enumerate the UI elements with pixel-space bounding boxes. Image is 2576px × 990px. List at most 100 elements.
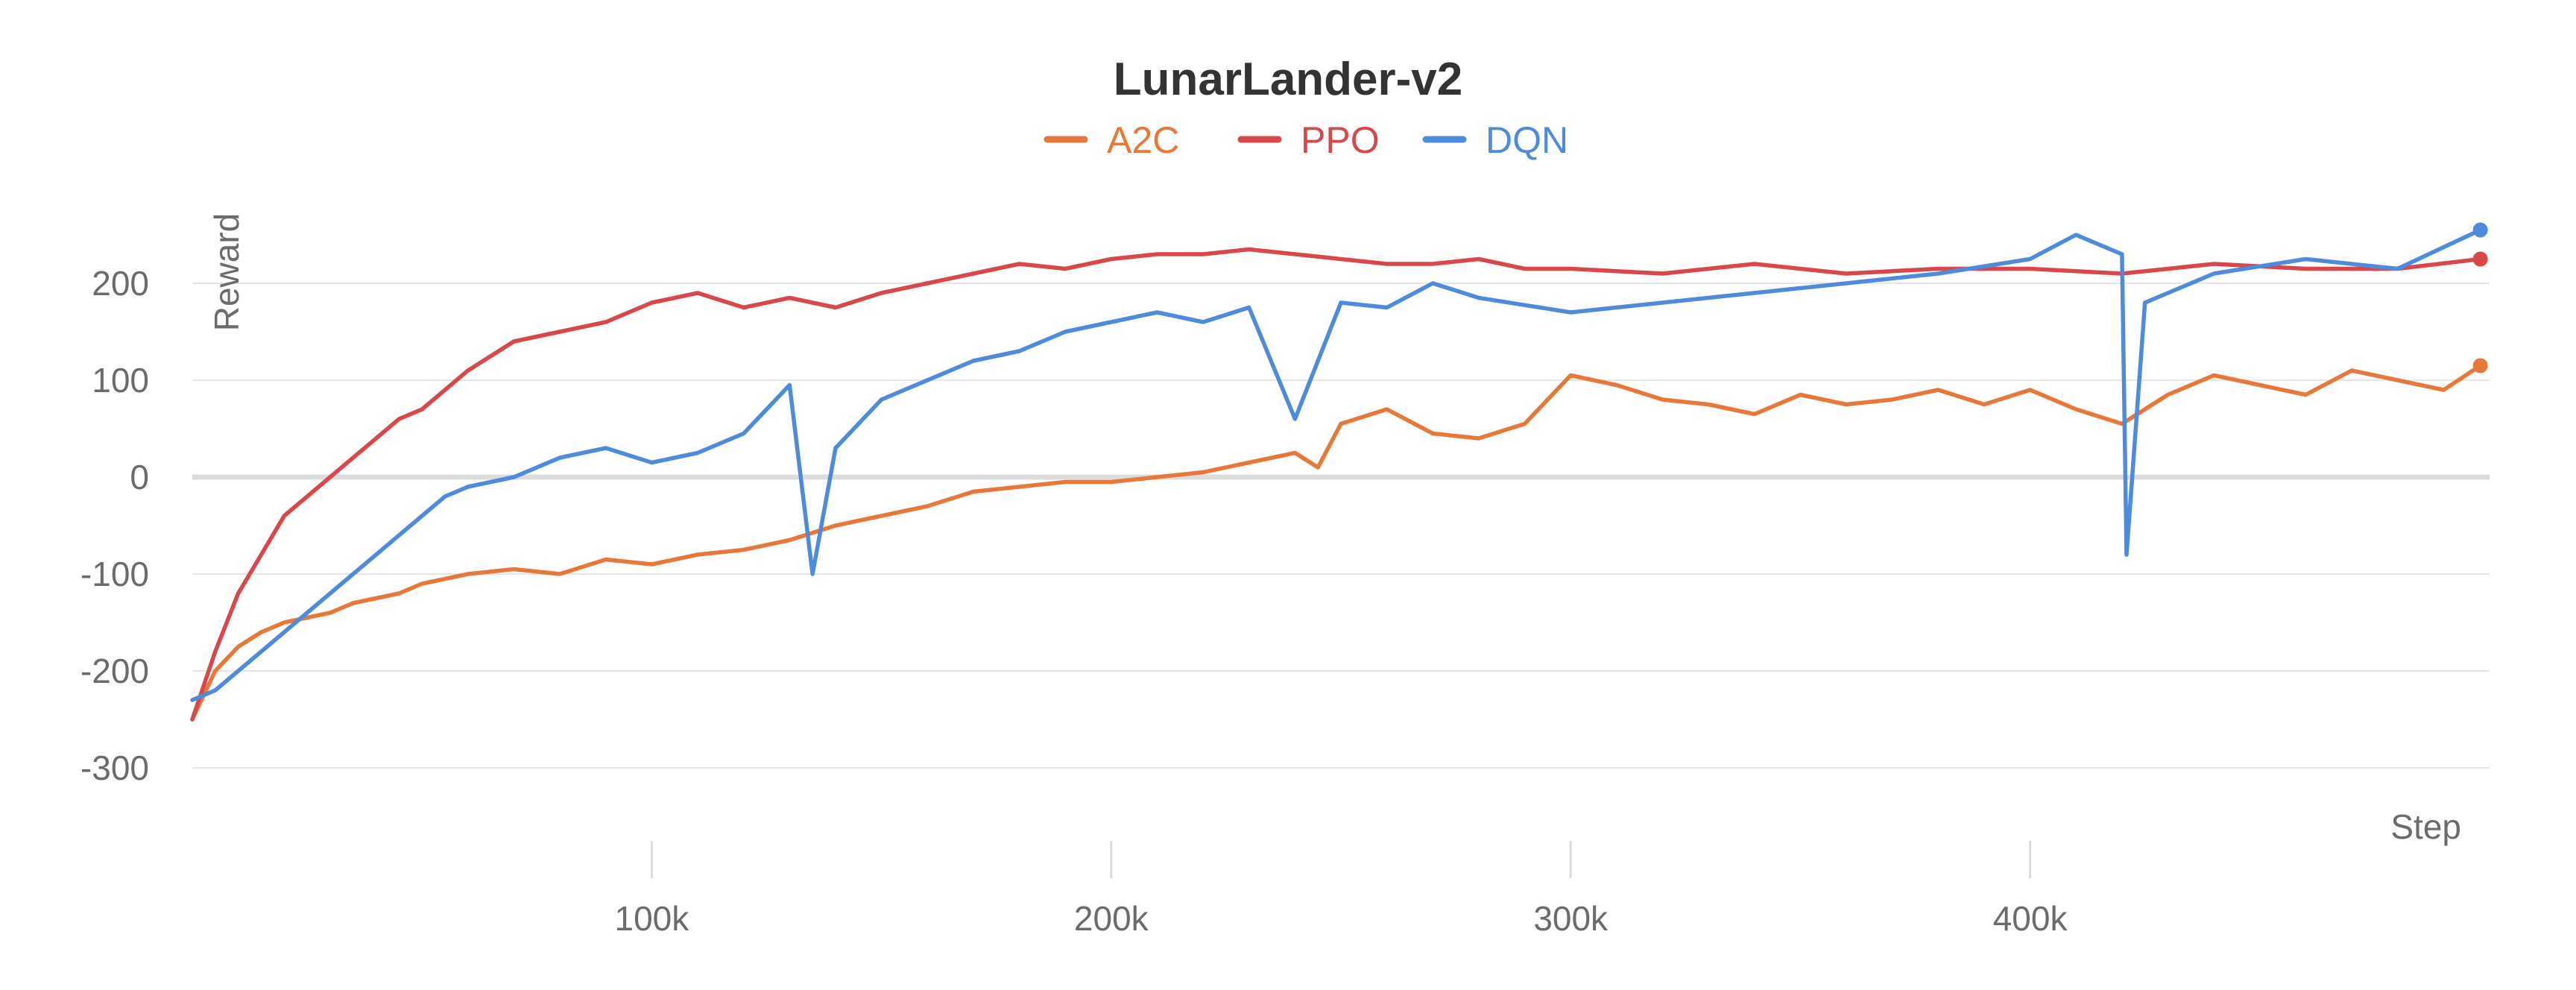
data-point-ppo [787,296,792,300]
data-point-ppo [1568,267,1573,271]
data-point-a2c [1247,461,1251,464]
data-point-a2c [1339,422,1343,426]
series-line-dqn [190,227,2483,702]
data-point-a2c [833,523,838,528]
legend-item-dqn[interactable]: DQN [1422,119,1568,161]
data-point-ppo [374,436,379,441]
data-point-dqn [259,649,263,654]
data-point-dqn [1339,300,1343,305]
data-point-a2c [971,490,976,494]
data-point-dqn [810,572,815,576]
legend-item-a2c[interactable]: A2C [1044,119,1179,161]
data-point-a2c [1477,436,1481,441]
data-point-ppo [742,306,746,309]
data-point-ppo [213,649,218,654]
data-point-ppo [649,300,654,305]
data-point-a2c [305,616,309,619]
data-point-dqn [971,359,976,363]
y-tick-label: 200 [92,264,149,303]
data-point-a2c [282,620,286,625]
plot-area [190,222,2488,722]
data-point-a2c [466,572,470,576]
data-point-ppo [1247,248,1251,251]
data-point-dqn [2124,552,2129,557]
data-point-dqn [2303,257,2308,261]
data-point-a2c [558,572,562,576]
data-point-a2c [2074,407,2078,412]
x-axis-title: Step [2390,807,2461,846]
data-point-a2c [2212,373,2216,377]
data-point-ppo [880,291,884,295]
data-point-a2c [604,558,608,561]
data-point-ppo [190,717,195,722]
data-point-a2c [880,514,884,518]
data-point-a2c [1936,388,1940,392]
data-point-a2c [1316,465,1320,470]
data-point-a2c [2258,383,2262,387]
data-point-ppo [1109,257,1114,261]
data-point-ppo [1063,267,1067,271]
data-point-ppo [443,388,447,392]
data-point-dqn [374,552,379,557]
legend-label: DQN [1486,119,1568,161]
series-line-ppo [190,247,2483,722]
data-point-ppo [695,291,700,295]
data-point-a2c [1568,373,1573,377]
y-axis: -300 -200 -100 0 100 200 [80,264,149,787]
data-point-a2c [1706,403,1711,406]
data-point-dqn [649,461,654,464]
data-point-a2c [1890,397,1895,402]
data-point-a2c [2166,393,2171,397]
data-point-dqn [282,630,286,634]
data-point-ppo [511,339,516,344]
data-point-dqn [2028,257,2033,261]
data-point-ppo [925,281,929,286]
data-point-dqn [1477,296,1481,300]
data-point-ppo [305,494,309,499]
data-point-a2c [1614,383,1619,387]
legend-item-ppo[interactable]: PPO [1237,119,1380,161]
data-point-ppo [1292,252,1297,256]
data-point-a2c [1430,432,1435,435]
data-point-ppo [1844,271,1849,276]
x-tick-label: 100k [615,899,690,938]
data-point-a2c [1982,403,1986,406]
series-end-marker-dqn [2472,222,2488,238]
y-tick-label: -100 [80,555,149,593]
data-point-dqn [1155,310,1159,315]
data-point-ppo [1752,262,1757,266]
data-point-dqn [1247,306,1251,309]
data-point-dqn [742,432,746,435]
series-end-marker-a2c [2472,358,2488,373]
data-point-a2c [420,581,424,586]
data-point-dqn [1063,330,1067,334]
y-tick-label: -300 [80,748,149,787]
legend-label: A2C [1107,119,1179,161]
data-point-dqn [1936,271,1940,276]
data-point-ppo [282,514,286,518]
data-point-a2c [351,601,356,605]
data-point-a2c [925,504,929,508]
data-point-dqn [420,514,424,518]
data-point-ppo [1477,257,1481,261]
data-point-ppo [351,455,356,460]
data-point-ppo [1430,262,1435,266]
data-point-a2c [1201,470,1205,474]
series-end-marker-ppo [2472,251,2488,267]
data-point-dqn [1568,310,1573,315]
y-axis-title: Reward [207,213,246,332]
data-point-ppo [1523,267,1527,271]
data-point-dqn [2074,233,2078,237]
data-point-ppo [1017,262,1022,266]
data-point-a2c [1844,403,1849,406]
data-point-dqn [1201,320,1205,324]
data-point-dqn [1752,291,1757,295]
y-tick-label: 100 [92,361,149,400]
data-point-ppo [604,320,608,324]
x-tick-label: 400k [1993,899,2068,938]
data-point-ppo [1936,267,1940,271]
legend-label: PPO [1301,119,1380,161]
data-point-a2c [1155,475,1159,479]
